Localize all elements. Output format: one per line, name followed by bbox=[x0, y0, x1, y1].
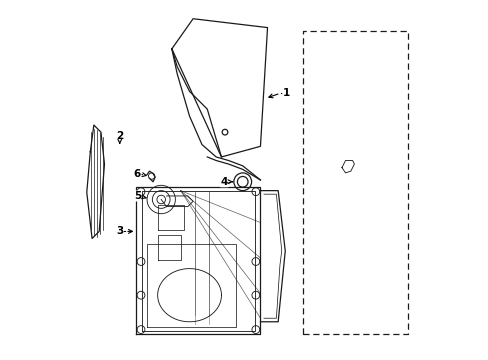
Text: 3: 3 bbox=[116, 226, 123, 237]
Text: 1: 1 bbox=[282, 88, 289, 98]
Text: 4: 4 bbox=[220, 177, 227, 187]
Text: 5: 5 bbox=[134, 191, 141, 201]
Text: 2: 2 bbox=[116, 131, 123, 141]
Text: 6: 6 bbox=[134, 168, 141, 179]
